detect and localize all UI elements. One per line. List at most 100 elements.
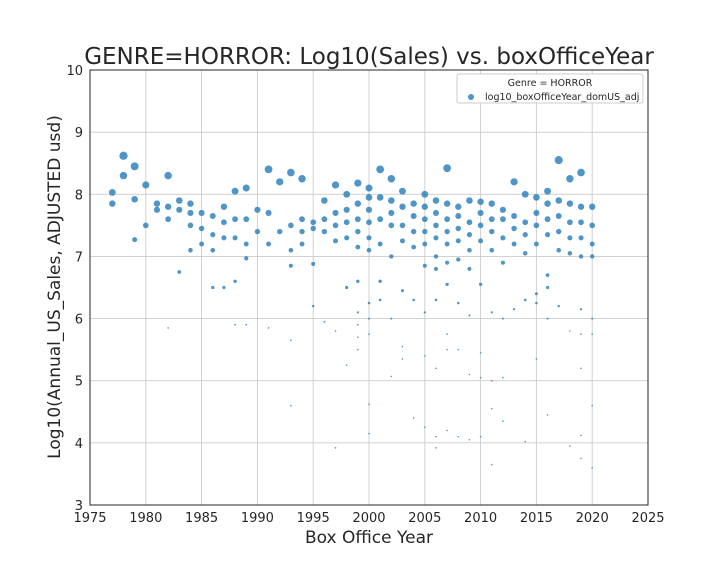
scatter-point — [578, 235, 584, 241]
scatter-point — [367, 301, 371, 305]
scatter-point — [167, 327, 169, 329]
scatter-point — [210, 247, 216, 253]
scatter-point — [424, 426, 426, 429]
scatter-point — [242, 184, 250, 192]
scatter-point — [466, 197, 473, 204]
scatter-point — [434, 266, 438, 271]
scatter-point — [310, 219, 317, 226]
x-tick-label: 1995 — [297, 511, 330, 526]
scatter-point — [401, 358, 404, 360]
scatter-point — [245, 323, 248, 326]
scatter-point — [544, 232, 551, 238]
scatter-point — [500, 216, 506, 223]
scatter-point — [153, 200, 161, 207]
scatter-point — [522, 219, 529, 226]
scatter-point — [500, 235, 506, 241]
scatter-point — [554, 156, 563, 165]
scatter-point — [445, 282, 449, 287]
scatter-point — [591, 466, 593, 469]
scatter-point — [589, 241, 595, 247]
scatter-point — [365, 206, 373, 213]
scatter-point — [589, 222, 595, 229]
scatter-point — [533, 194, 540, 201]
legend-entry: log10_boxOfficeYear_domUS_adj — [485, 92, 639, 103]
scatter-point — [412, 298, 416, 302]
scatter-point — [443, 200, 451, 207]
scatter-point — [334, 447, 337, 449]
scatter-point — [422, 263, 427, 268]
scatter-point — [365, 194, 373, 201]
scatter-point — [511, 225, 517, 232]
scatter-point — [467, 266, 472, 271]
scatter-point — [455, 225, 462, 232]
scatter-point — [591, 333, 593, 335]
scatter-point — [277, 228, 283, 235]
scatter-point — [357, 336, 359, 339]
scatter-point — [533, 241, 539, 247]
scatter-point — [176, 197, 183, 204]
scatter-point — [232, 216, 238, 223]
scatter-point — [164, 203, 172, 210]
scatter-point — [457, 348, 460, 351]
scatter-point — [355, 244, 361, 250]
scatter-point — [368, 317, 370, 320]
scatter-point — [422, 241, 428, 247]
scatter-point — [143, 222, 149, 229]
scatter-point — [187, 200, 194, 207]
scatter-point — [265, 209, 272, 216]
scatter-point — [535, 301, 538, 305]
scatter-points — [108, 151, 596, 469]
grid-lines — [89, 69, 649, 506]
scatter-point — [266, 241, 271, 247]
scatter-point — [445, 260, 450, 265]
scatter-point — [176, 206, 183, 213]
scatter-point — [591, 317, 594, 320]
scatter-point — [220, 203, 228, 210]
scatter-point — [421, 203, 428, 210]
scatter-point — [446, 429, 448, 432]
scatter-point — [580, 434, 582, 437]
scatter-point — [390, 317, 393, 320]
scatter-point — [234, 323, 236, 326]
scatter-point — [356, 323, 359, 326]
scatter-point — [211, 285, 215, 290]
scatter-point — [366, 247, 372, 253]
y-tick-label: 10 — [66, 64, 83, 79]
scatter-point — [433, 222, 439, 229]
scatter-point — [456, 301, 460, 305]
scatter-point — [477, 222, 484, 229]
x-tick-label: 2020 — [576, 511, 609, 526]
scatter-point — [345, 364, 348, 366]
x-tick-label: 2015 — [520, 511, 553, 526]
scatter-point — [435, 367, 437, 370]
y-tick-label: 6 — [75, 313, 83, 328]
scatter-point — [580, 333, 582, 335]
x-axis-ticks: 1975 1980 1985 1990 1995 2000 2005 2010 2015 2020… — [73, 511, 664, 526]
scatter-point — [501, 317, 504, 320]
scatter-point — [422, 228, 428, 235]
legend-marker — [468, 94, 474, 100]
scatter-point — [544, 216, 551, 223]
scatter-point — [433, 254, 439, 259]
scatter-point — [177, 270, 182, 274]
scatter-point — [354, 179, 362, 187]
scatter-point — [433, 235, 439, 241]
scatter-point — [434, 298, 438, 302]
scatter-point — [432, 197, 440, 204]
scatter-point — [556, 228, 562, 235]
scatter-point — [323, 320, 326, 323]
scatter-point — [555, 197, 562, 204]
scatter-point — [390, 375, 393, 378]
scatter-point — [290, 339, 292, 342]
scatter-point — [387, 175, 396, 183]
scatter-point — [232, 235, 238, 241]
scatter-point — [388, 197, 395, 204]
scatter-point — [376, 194, 384, 201]
scatter-point — [467, 247, 472, 253]
scatter-point — [199, 241, 205, 247]
x-tick-label: 2025 — [631, 511, 664, 526]
scatter-point — [511, 241, 517, 247]
scatter-point — [412, 417, 415, 419]
